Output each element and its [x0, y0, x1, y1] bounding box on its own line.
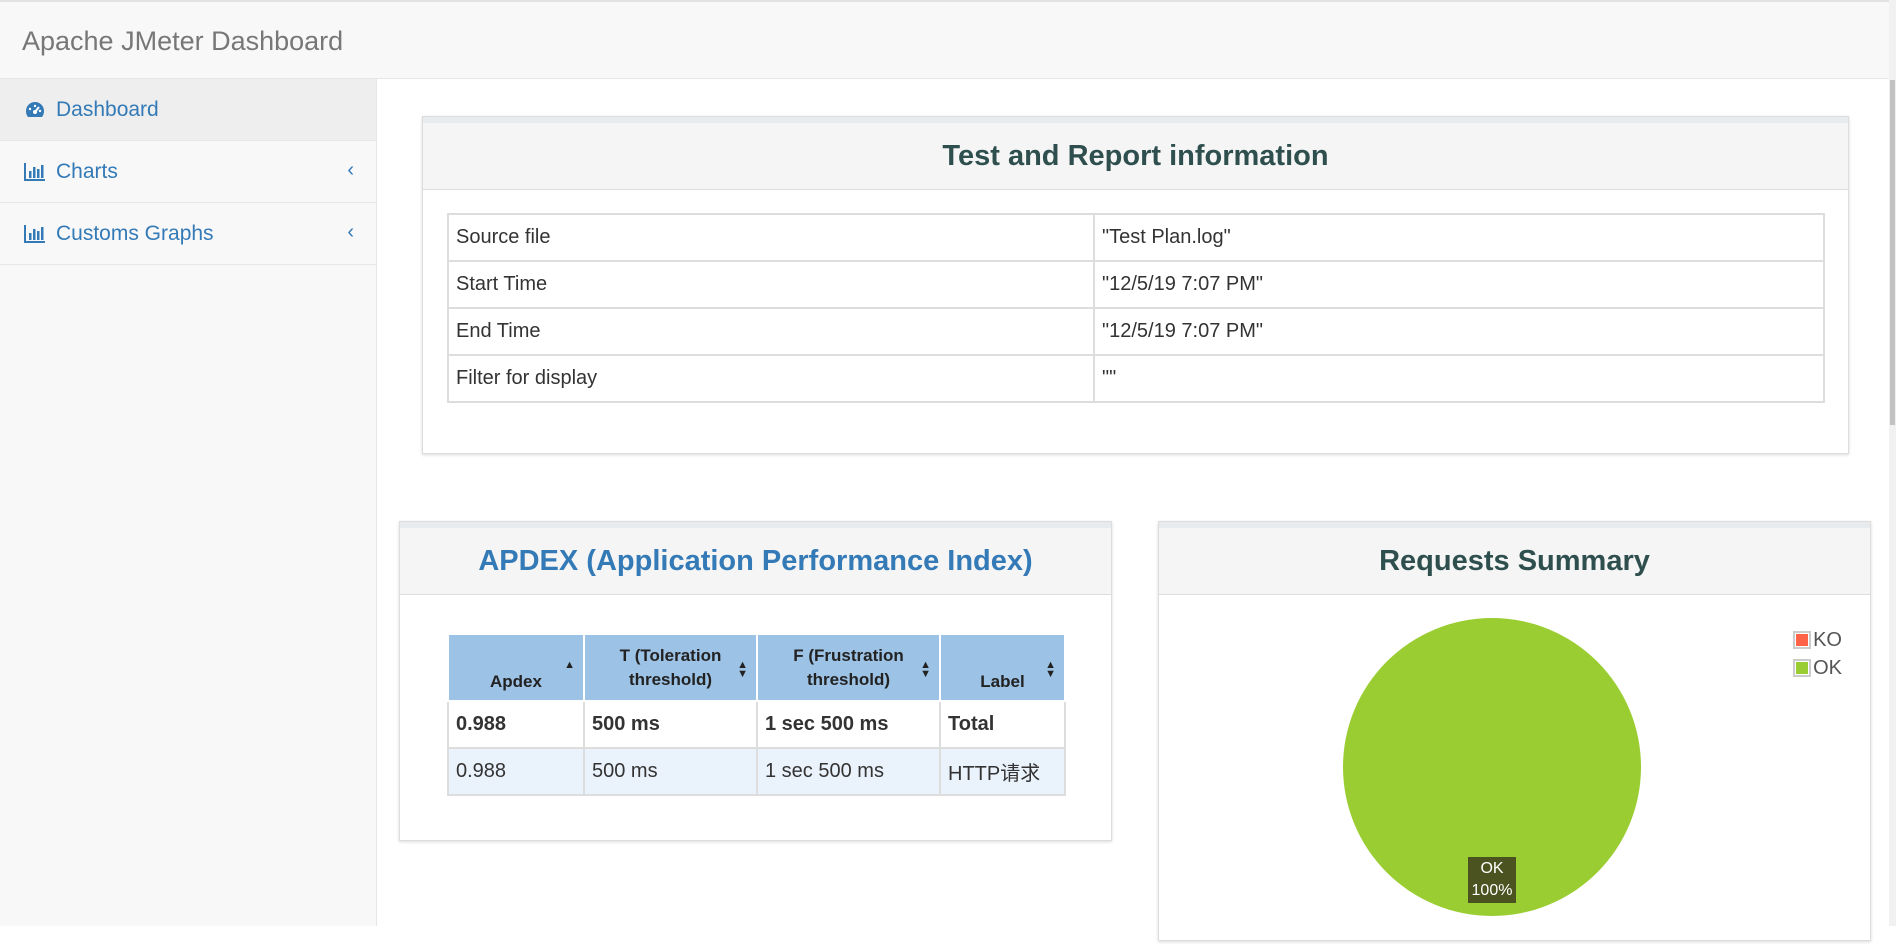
cell: 1 sec 500 ms	[756, 700, 941, 749]
apdex-table: Apdex ▲ T (Toleration threshold) ▲ ▼ F (F…	[447, 633, 1066, 796]
sidebar: Dashboard Charts ‹ Customs Graphs ‹	[0, 79, 377, 926]
column-header-label[interactable]: Label ▲ ▼	[939, 633, 1066, 702]
sort-icon: ▲ ▼	[1045, 659, 1056, 680]
chevron-left-icon: ‹	[347, 221, 354, 243]
header-label: F (Frustration threshold)	[793, 646, 904, 689]
panel-title[interactable]: APDEX (Application Performance Index)	[400, 522, 1111, 595]
cell: 0.988	[447, 747, 585, 796]
slice-percent: 100%	[1471, 882, 1513, 899]
info-value: ""	[1093, 354, 1825, 403]
sidebar-item-label: Dashboard	[56, 97, 159, 121]
sort-icon: ▲ ▼	[737, 659, 748, 680]
test-report-info-panel: Test and Report information Source file …	[422, 116, 1849, 454]
bar-chart-icon	[24, 223, 48, 245]
cell: 500 ms	[583, 747, 758, 796]
panel-title: Requests Summary	[1159, 522, 1870, 595]
info-key: Start Time	[447, 260, 1095, 309]
table-row: Start Time "12/5/19 7:07 PM"	[447, 260, 1825, 309]
requests-summary-panel: Requests Summary OK 100% KO OK	[1158, 521, 1871, 941]
info-key: Filter for display	[447, 354, 1095, 403]
sidebar-item-customs-graphs[interactable]: Customs Graphs ‹	[0, 203, 376, 265]
legend-swatch	[1793, 659, 1812, 677]
legend-label: KO	[1813, 628, 1842, 651]
pie-slice-ok[interactable]	[1343, 618, 1641, 916]
legend-swatch	[1793, 631, 1812, 649]
sidebar-item-label: Charts	[56, 159, 118, 183]
chevron-left-icon: ‹	[347, 159, 354, 181]
info-key: End Time	[447, 307, 1095, 356]
apdex-panel: APDEX (Application Performance Index) Ap…	[399, 521, 1112, 841]
sidebar-item-dashboard[interactable]: Dashboard	[0, 79, 376, 141]
header-label: Apdex	[490, 672, 542, 691]
legend-label: OK	[1813, 656, 1842, 679]
column-header-apdex[interactable]: Apdex ▲	[447, 633, 585, 702]
slice-name: OK	[1480, 860, 1504, 877]
sidebar-item-label: Customs Graphs	[56, 221, 214, 245]
header-label: Label	[980, 672, 1025, 691]
column-header-toleration[interactable]: T (Toleration threshold) ▲ ▼	[583, 633, 758, 702]
info-key: Source file	[447, 213, 1095, 262]
cell: 1 sec 500 ms	[756, 747, 941, 796]
top-navbar: Apache JMeter Dashboard	[0, 0, 1896, 79]
table-row: 0.988 500 ms 1 sec 500 ms Total	[447, 700, 1066, 749]
sort-icon: ▲ ▼	[920, 659, 931, 680]
legend-item-ko[interactable]: KO	[1793, 626, 1842, 654]
dashboard-icon	[24, 99, 48, 121]
header-label: T (Toleration threshold)	[619, 646, 722, 689]
cell: 0.988	[447, 700, 585, 749]
app-title[interactable]: Apache JMeter Dashboard	[22, 26, 344, 56]
table-row: Source file "Test Plan.log"	[447, 213, 1825, 262]
bar-chart-icon	[24, 161, 48, 183]
panel-title: Test and Report information	[423, 117, 1848, 190]
cell: Total	[939, 700, 1066, 749]
info-value: "Test Plan.log"	[1093, 213, 1825, 262]
info-value: "12/5/19 7:07 PM"	[1093, 307, 1825, 356]
chart-legend: KO OK	[1793, 626, 1842, 682]
sort-asc-icon: ▲	[564, 659, 575, 671]
cell: HTTP请求	[939, 747, 1066, 796]
table-row: End Time "12/5/19 7:07 PM"	[447, 307, 1825, 356]
info-value: "12/5/19 7:07 PM"	[1093, 260, 1825, 309]
pie-svg	[1343, 618, 1641, 916]
info-table: Source file "Test Plan.log" Start Time "…	[447, 213, 1825, 403]
legend-item-ok[interactable]: OK	[1793, 654, 1842, 682]
table-row: 0.988 500 ms 1 sec 500 ms HTTP请求	[447, 747, 1066, 796]
column-header-frustration[interactable]: F (Frustration threshold) ▲ ▼	[756, 633, 941, 702]
vertical-scrollbar[interactable]	[1889, 0, 1896, 926]
table-row: Filter for display ""	[447, 354, 1825, 403]
scrollbar-thumb[interactable]	[1890, 80, 1895, 425]
cell: 500 ms	[583, 700, 758, 749]
sidebar-item-charts[interactable]: Charts ‹	[0, 141, 376, 203]
pie-chart: OK 100%	[1159, 595, 1872, 942]
pie-slice-label: OK 100%	[1468, 857, 1516, 903]
